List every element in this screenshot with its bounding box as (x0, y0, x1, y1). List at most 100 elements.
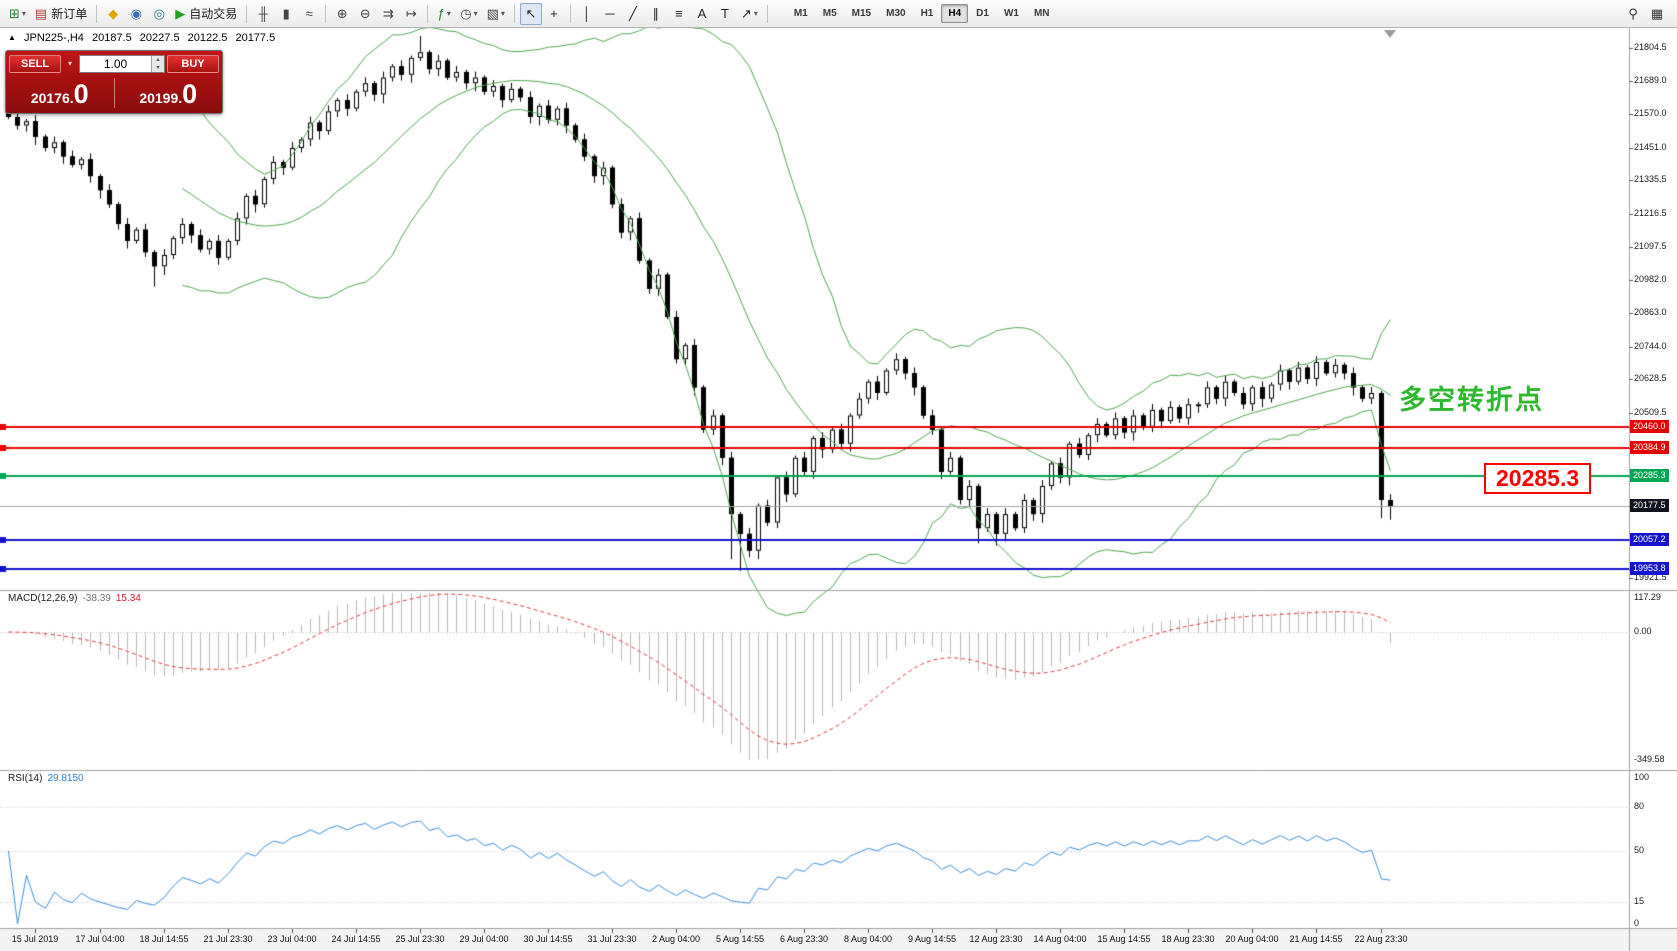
price-tick-label: 21216.5 (1634, 208, 1667, 218)
trade-panel-controls: SELL ▾ 1.00 ▴ ▾ BUY (6, 51, 222, 75)
time-axis-label: 8 Aug 04:00 (843, 934, 893, 944)
zoom-out-button[interactable]: ⊖ (354, 3, 376, 25)
autotrading-button-label: 自动交易 (189, 7, 238, 21)
line-chart-button[interactable]: ≈ (298, 3, 320, 25)
timeframe-mn-button[interactable]: MN (1033, 8, 1050, 19)
crosshair-button[interactable]: + (543, 3, 565, 25)
zoom-in-button[interactable]: ⊕ (331, 3, 353, 25)
rsi-indicator-label: RSI(14) 29.8150 (8, 773, 84, 784)
fibonacci-button[interactable]: ≡ (668, 3, 690, 25)
macd-axis-label: 0.00 (1634, 626, 1652, 636)
templates-dropdown-icon: ▾ (500, 9, 505, 18)
timeframe-m1-button[interactable]: M1 (793, 8, 808, 19)
buy-button[interactable]: BUY (167, 55, 219, 73)
timeframe-d1-button[interactable]: D1 (976, 8, 989, 19)
auto-scroll-button[interactable]: ⇉ (377, 3, 399, 25)
annotation-turning-point[interactable]: 多空转折点 (1399, 385, 1544, 415)
periods-icon: ◷ (460, 6, 472, 21)
periods-button[interactable]: ◷ ▾ (456, 3, 481, 25)
sell-price-big-digit: 0 (73, 79, 89, 109)
chart-windows-icon: ▦ (1650, 6, 1664, 21)
metaeditor-icon: ◆ (108, 6, 119, 21)
new-chart-icon: ⊞ (9, 6, 20, 21)
timeframe-m15-button[interactable]: M15 (851, 8, 872, 19)
time-axis[interactable] (0, 929, 1629, 951)
trade-panel-dropdown-icon[interactable]: ▾ (67, 59, 72, 68)
autotrading-button[interactable]: ▶ 自动交易 (171, 3, 241, 25)
price-axis[interactable] (1629, 28, 1677, 951)
bar-chart-button[interactable]: ╫ (252, 3, 274, 25)
time-axis-label: 25 Jul 23:30 (395, 934, 445, 944)
arrows-tool-dropdown-icon: ▾ (753, 9, 758, 18)
cursor-button[interactable]: ↖ (519, 2, 542, 25)
autotrading-icon: ▶ (175, 6, 186, 21)
toolbar-separator (569, 4, 571, 23)
time-axis-label: 20 Aug 04:00 (1225, 934, 1279, 944)
trendline-icon: ╱ (629, 6, 637, 21)
buy-price[interactable]: 20199.0 (117, 81, 221, 108)
horizontal-line-button[interactable]: ─ (599, 3, 621, 25)
vertical-line-button[interactable]: │ (576, 3, 598, 25)
sell-price[interactable]: 20176.0 (8, 81, 112, 108)
data-window-button[interactable]: ◎ (148, 3, 170, 25)
volume-spinner[interactable]: ▴ ▾ (151, 56, 164, 72)
ohlc-close: 20177.5 (235, 32, 276, 44)
buy-price-main: 20199. (139, 90, 183, 106)
horizontal-line-icon: ─ (605, 6, 615, 21)
candlestick-chart-button[interactable]: ▮ (275, 3, 297, 25)
level-price-label: 20384.9 (1630, 441, 1669, 454)
community-icon: ◉ (130, 6, 142, 21)
toolbar-right-group: ⚲ ▦ (1622, 3, 1668, 25)
time-axis-label: 18 Aug 23:30 (1161, 934, 1215, 944)
timeframe-h1-button[interactable]: H1 (920, 8, 934, 19)
timeframe-m30-button[interactable]: M30 (886, 8, 906, 19)
time-axis-label: 24 Jul 14:55 (331, 934, 381, 944)
indicators-button[interactable]: ƒ ▾ (433, 3, 455, 25)
time-axis-label: 6 Aug 23:30 (779, 934, 829, 944)
candlestick-chart-icon: ▮ (282, 6, 290, 21)
price-tick-label: 21097.5 (1634, 241, 1667, 251)
rsi-axis-label: 15 (1634, 896, 1645, 906)
arrows-tool-button[interactable]: ↗ ▾ (737, 3, 762, 25)
price-tick-label: 21335.5 (1634, 174, 1667, 184)
crosshair-icon: + (550, 6, 558, 21)
level-price-label: 20057.2 (1630, 533, 1669, 546)
text-button[interactable]: A (691, 3, 713, 25)
chart-windows-button[interactable]: ▦ (1646, 3, 1668, 25)
new-order-button[interactable]: ▤ 新订单 (31, 3, 91, 25)
toolbar-separator (96, 4, 98, 23)
channel-button[interactable]: ∥ (645, 3, 667, 25)
metaeditor-button[interactable]: ◆ (102, 3, 124, 25)
time-axis-label: 22 Aug 23:30 (1354, 934, 1408, 944)
chart-shift-button[interactable]: ↦ (400, 3, 422, 25)
macd-signal-value: 15.34 (115, 593, 141, 604)
templates-icon: ▧ (486, 6, 499, 21)
search-button[interactable]: ⚲ (1622, 3, 1644, 25)
community-button[interactable]: ◉ (125, 3, 147, 25)
time-axis-label: 15 Aug 14:55 (1097, 934, 1151, 944)
one-click-trading-panel[interactable]: SELL ▾ 1.00 ▴ ▾ BUY 20176.0 20199.0 (5, 50, 223, 114)
zoom-out-icon: ⊖ (359, 6, 371, 21)
timeframe-h4-button[interactable]: H4 (941, 4, 969, 23)
annotation-price-box[interactable]: 20285.3 (1484, 463, 1592, 494)
trendline-button[interactable]: ╱ (622, 3, 644, 25)
sell-button[interactable]: SELL (9, 55, 61, 73)
toolbar-separator (246, 4, 248, 23)
time-axis-label: 29 Jul 04:00 (459, 934, 509, 944)
channel-icon: ∥ (652, 6, 660, 21)
spinner-down-icon[interactable]: ▾ (156, 65, 160, 71)
text-label-button[interactable]: T (714, 3, 736, 25)
spinner-up-icon[interactable]: ▴ (156, 57, 160, 63)
data-window-icon: ◎ (153, 6, 165, 21)
templates-button[interactable]: ▧ ▾ (483, 3, 509, 25)
timeframe-w1-button[interactable]: W1 (1003, 8, 1019, 19)
chart-shift-icon: ↦ (405, 6, 417, 21)
vertical-line-icon: │ (582, 6, 591, 21)
volume-input[interactable]: 1.00 ▴ ▾ (79, 55, 165, 73)
time-axis-label: 18 Jul 14:55 (139, 934, 189, 944)
rsi-axis-label: 80 (1634, 801, 1645, 811)
indicators-dropdown-icon: ▾ (446, 9, 451, 18)
timeframe-m5-button[interactable]: M5 (822, 8, 837, 19)
new-chart-button[interactable]: ⊞ ▾ (5, 3, 30, 25)
